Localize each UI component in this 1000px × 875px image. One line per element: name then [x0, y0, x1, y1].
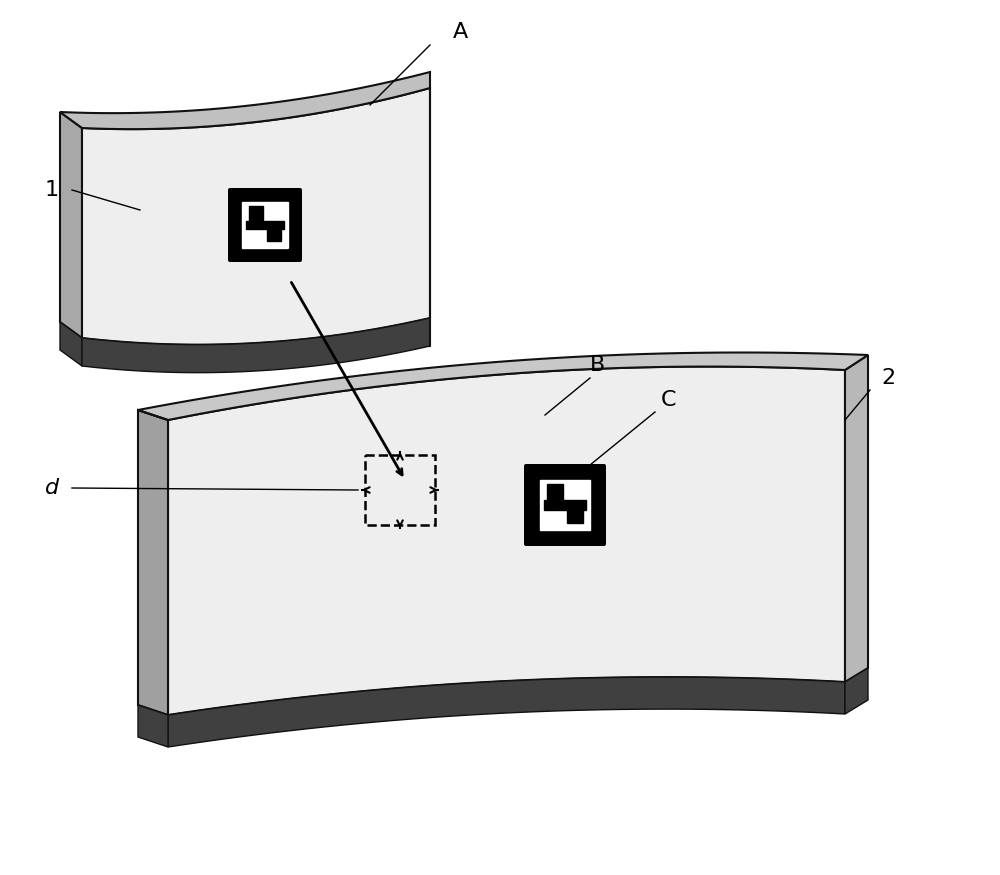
- Bar: [267, 227, 281, 242]
- Circle shape: [590, 466, 604, 480]
- Polygon shape: [138, 353, 868, 420]
- Circle shape: [590, 530, 604, 544]
- Bar: [267, 206, 281, 220]
- Circle shape: [526, 530, 540, 544]
- FancyBboxPatch shape: [524, 464, 606, 546]
- Bar: [249, 227, 263, 242]
- Circle shape: [230, 248, 243, 260]
- Polygon shape: [60, 112, 82, 338]
- Bar: [547, 507, 563, 523]
- Circle shape: [287, 190, 300, 203]
- FancyBboxPatch shape: [228, 188, 302, 262]
- Polygon shape: [60, 72, 430, 130]
- Text: d: d: [45, 478, 59, 498]
- Bar: [544, 500, 586, 509]
- Bar: [567, 507, 583, 523]
- Text: B: B: [590, 355, 606, 375]
- Polygon shape: [845, 355, 868, 682]
- Bar: [249, 206, 263, 220]
- Circle shape: [287, 248, 300, 260]
- Circle shape: [230, 190, 243, 203]
- Circle shape: [526, 466, 540, 480]
- Polygon shape: [168, 367, 845, 715]
- Text: 1: 1: [45, 180, 59, 200]
- Polygon shape: [82, 88, 430, 345]
- Text: A: A: [452, 22, 468, 42]
- Polygon shape: [845, 668, 868, 714]
- Text: C: C: [660, 390, 676, 410]
- Bar: [547, 484, 563, 500]
- Text: 2: 2: [881, 368, 895, 388]
- Polygon shape: [60, 322, 82, 366]
- Polygon shape: [138, 410, 168, 420]
- Polygon shape: [138, 705, 168, 747]
- Bar: [540, 480, 590, 530]
- Bar: [246, 220, 284, 229]
- Bar: [365, 455, 435, 525]
- Polygon shape: [82, 318, 430, 373]
- Polygon shape: [168, 677, 845, 747]
- Polygon shape: [138, 410, 168, 715]
- Bar: [242, 202, 288, 248]
- Bar: [567, 484, 583, 500]
